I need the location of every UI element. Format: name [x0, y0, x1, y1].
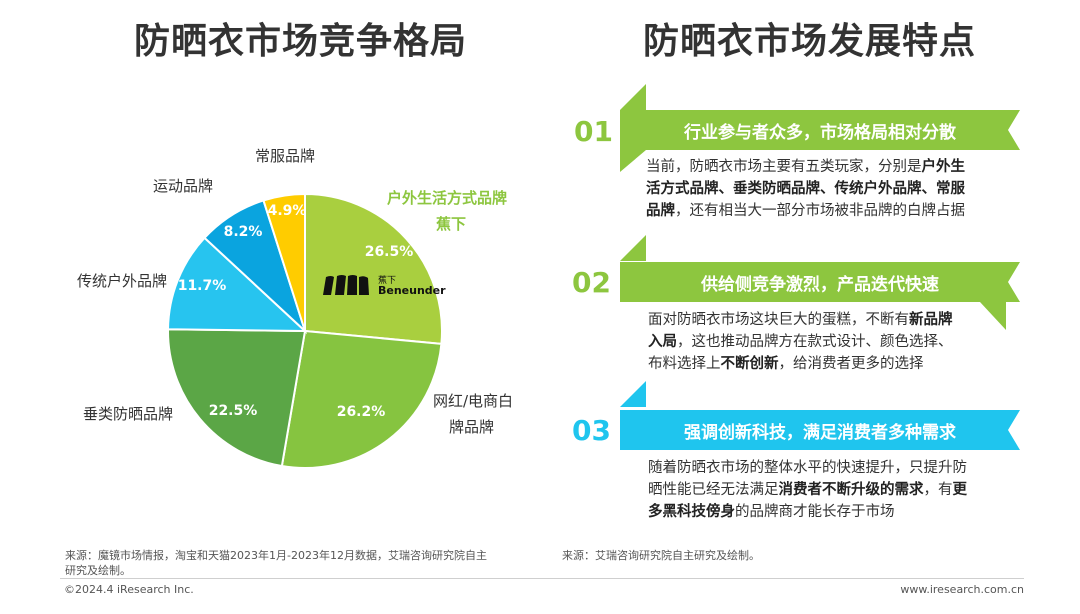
emphasis-text: 入局: [648, 334, 677, 350]
banner-fold-01-top: [620, 84, 646, 110]
source-left-line1: 来源：魔镜市场情报，淘宝和天猫2023年1月-2023年12月数据，艾瑞咨询研究…: [65, 549, 487, 562]
pct-label-sun-protection: 22.5%: [209, 403, 258, 419]
feature-desc-line: 多黑科技傍身的品牌商才能长存于市场: [648, 501, 967, 523]
feature-desc-03: 随着防晒衣市场的整体水平的快速提升，只提升防 晒性能已经无法满足消费者不断升级的需…: [648, 457, 967, 523]
emphasis-text: 不断创新: [720, 356, 779, 372]
pct-label-traditional-outdoor: 11.7%: [178, 278, 227, 294]
logo-mark-icon: [323, 275, 369, 295]
callout-brand: 蕉下: [436, 215, 466, 233]
feature-desc-line: 入局，这也推动品牌方在款式设计、颜色选择、: [648, 331, 953, 353]
body-text: ，给消费者更多的选择: [778, 356, 924, 372]
feature-number-01: 01: [574, 115, 613, 148]
body-text: 晒性能已经无法满足: [648, 482, 779, 498]
banner-fold-02-top: [620, 235, 646, 261]
pie-slice-0: [304, 192, 443, 345]
emphasis-text: 品牌: [646, 203, 675, 219]
banner-fold-02-bottom: [980, 302, 1006, 330]
feature-number-02: 02: [572, 266, 611, 299]
body-text: ，有: [923, 482, 953, 498]
label-traditional-outdoor: 传统户外品牌: [77, 272, 167, 290]
logo-cn-text: 蕉下: [378, 276, 397, 286]
footer-website[interactable]: www.iresearch.com.cn: [900, 583, 1024, 596]
feature-desc-01: 当前，防晒衣市场主要有五类玩家，分别是户外生活方式品牌、垂类防晒品牌、传统户外品…: [646, 156, 965, 222]
footer-copyright: ©2024.4 iResearch Inc.: [64, 583, 194, 596]
feature-desc-line: 晒性能已经无法满足消费者不断升级的需求，有更: [648, 479, 967, 501]
pct-label-casual: 4.9%: [268, 203, 307, 219]
feature-desc-line: 布料选择上不断创新，给消费者更多的选择: [648, 353, 953, 375]
body-text: ，这也推动品牌方在款式设计、颜色选择、: [677, 334, 953, 350]
body-text: 面对防晒衣市场这块巨大的蛋糕，不断有: [648, 312, 909, 328]
emphasis-text: 多黑科技傍身: [648, 504, 735, 520]
feature-banner-02: 供给侧竞争激烈，产品迭代快速: [620, 262, 1020, 302]
body-text: 布料选择上: [648, 356, 721, 372]
label-casual: 常服品牌: [255, 147, 315, 165]
pct-label-online-white-label: 26.2%: [337, 404, 386, 420]
label-sports: 运动品牌: [153, 177, 213, 195]
feature-banner-03: 强调创新科技，满足消费者多种需求: [620, 410, 1020, 450]
feature-desc-line: 随着防晒衣市场的整体水平的快速提升，只提升防: [648, 457, 967, 479]
feature-desc-02: 面对防晒衣市场这块巨大的蛋糕，不断有新品牌 入局，这也推动品牌方在款式设计、颜色选…: [648, 309, 953, 375]
body-text: 当前，防晒衣市场主要有五类玩家，分别是: [646, 159, 922, 175]
feature-desc-line: 面对防晒衣市场这块巨大的蛋糕，不断有新品牌: [648, 309, 953, 331]
feature-desc-line: 当前，防晒衣市场主要有五类玩家，分别是户外生: [646, 156, 965, 178]
chart-title: 防晒衣市场竞争格局: [134, 21, 468, 62]
feature-desc-line: 品牌，还有相当大一部分市场被非品牌的白牌占据: [646, 200, 965, 222]
pie-slice-2: [167, 328, 307, 468]
beneunder-logo: 蕉下 Beneunder: [322, 272, 462, 300]
emphasis-text: 消费者不断升级的需求: [778, 482, 924, 498]
banner-fold-03-top: [620, 381, 646, 407]
pie-slice-1: [280, 329, 443, 469]
pie-slices: [166, 192, 443, 469]
label-online-white-label-line1: 网红/电商白: [433, 392, 513, 410]
emphasis-text: 活方式品牌、垂类防晒品牌、传统户外品牌、常服: [646, 181, 965, 197]
body-text: 随着防晒衣市场的整体水平的快速提升，只提升防: [648, 460, 967, 476]
emphasis-text: 户外生: [921, 159, 966, 175]
callout-category: 户外生活方式品牌: [387, 189, 507, 207]
feature-desc-line: 活方式品牌、垂类防晒品牌、传统户外品牌、常服: [646, 178, 965, 200]
logo-en-text: Beneunder: [378, 284, 446, 297]
banner-fold-01-bottom: [620, 150, 646, 172]
pie-slice-5: [262, 192, 306, 332]
label-online-white-label-line2: 牌品牌: [449, 418, 494, 436]
label-sun-protection: 垂类防晒品牌: [83, 405, 173, 423]
feature-banner-01: 行业参与者众多，市场格局相对分散: [620, 110, 1020, 150]
source-left: 来源：魔镜市场情报，淘宝和天猫2023年1月-2023年12月数据，艾瑞咨询研究…: [65, 548, 487, 578]
source-left-line2: 研究及绘制。: [65, 564, 131, 577]
pie-chart: 26.5% 26.2% 22.5% 11.7% 8.2% 4.9% 常服品牌 运…: [77, 147, 513, 469]
body-text: ，还有相当大一部分市场被非品牌的白牌占据: [675, 203, 965, 219]
emphasis-text: 新品牌: [909, 312, 953, 328]
body-text: 的品牌商才能长存于市场: [735, 504, 895, 520]
features-title: 防晒衣市场发展特点: [643, 21, 977, 62]
emphasis-text: 更: [952, 482, 968, 498]
pie-slice-3: [166, 236, 308, 333]
footer-divider: [60, 578, 1024, 579]
feature-number-03: 03: [572, 414, 611, 447]
source-right: 来源：艾瑞咨询研究院自主研究及绘制。: [562, 549, 760, 562]
pct-label-sports: 8.2%: [224, 224, 263, 240]
pct-label-outdoor-lifestyle: 26.5%: [365, 244, 414, 260]
